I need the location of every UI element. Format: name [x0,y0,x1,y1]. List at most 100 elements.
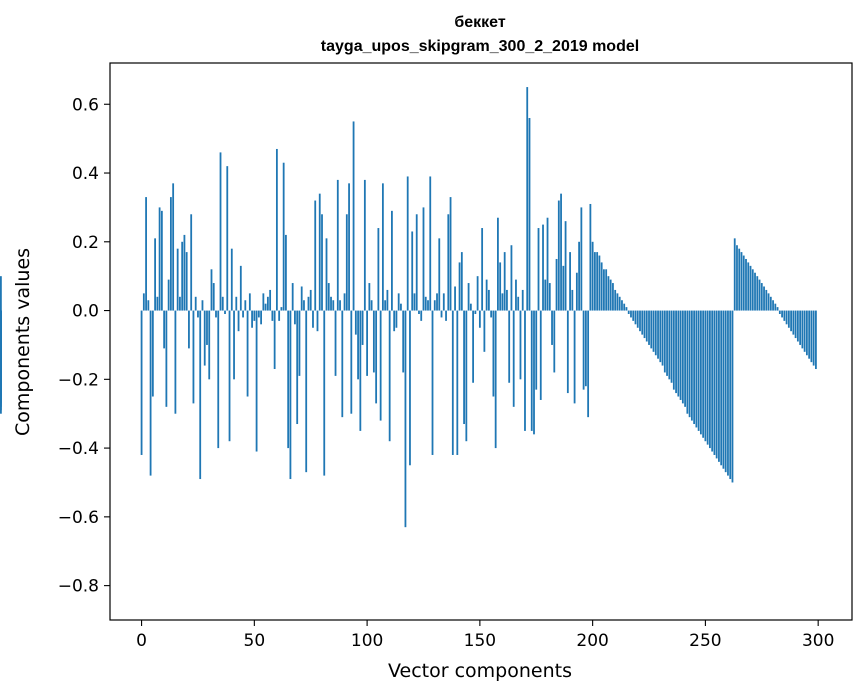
bar [526,87,529,311]
bar [271,310,274,321]
chart-title: беккет [454,14,505,31]
bar [433,300,436,311]
bar [699,310,702,435]
bar [711,310,714,452]
bar [760,283,763,311]
bar [312,310,314,328]
x-axis-ticks: 0 50 100 150 200 250 300 [136,620,834,651]
bar [454,286,456,311]
bar [300,286,303,311]
bar [621,300,623,311]
bar [176,248,179,311]
bar [663,310,666,373]
bar [303,300,305,311]
bar [307,296,310,311]
bar [697,310,700,431]
bar [149,310,152,476]
bar [201,300,204,311]
bar [553,310,556,373]
y-tick-label: 0.6 [72,95,99,115]
bar [492,310,495,397]
y-tick-label: −0.8 [58,577,99,597]
bar [607,276,610,311]
bar [363,179,366,311]
bar [542,224,544,311]
bar [469,303,472,311]
bar [765,289,768,311]
bar [188,310,190,349]
chart-subtitle: tayga_upos_skipgram_300_2_2019 model [321,38,639,55]
bar [305,310,308,473]
bar [379,310,382,421]
bar [325,238,328,311]
bar [481,228,484,311]
bar [370,300,373,311]
y-tick-label: −0.4 [58,439,99,459]
bar [445,310,447,321]
bar [474,310,477,314]
x-tick-label: 50 [244,631,266,651]
bar [618,296,621,311]
bar [395,310,398,328]
bar [237,310,240,332]
bar [185,252,188,311]
bar [215,310,217,318]
bar [294,310,296,325]
bar [494,310,497,449]
bar [718,310,720,462]
bar [499,262,502,311]
bar [282,162,285,311]
bar [625,307,628,311]
bar [197,310,199,318]
bar [334,310,337,376]
bar [208,310,211,380]
bar [327,283,330,311]
bar [424,296,427,311]
bar [467,283,470,311]
bar [262,293,265,311]
bar [555,258,558,311]
bar [758,279,761,311]
bar [465,310,468,442]
bar [219,152,222,311]
bar [206,310,208,345]
bar [463,310,465,425]
bar [483,310,486,352]
bar [226,166,229,311]
bar [551,310,553,345]
bar [675,310,677,394]
y-axis-label: Components values [12,248,34,436]
bar [815,310,817,370]
bar [345,214,348,311]
bar [361,310,364,345]
bar [309,289,312,311]
bar [810,310,813,363]
bar [584,310,587,387]
bar [0,310,2,414]
bar [666,310,668,376]
bar [609,279,612,311]
bar [321,214,323,311]
bar [442,293,445,311]
bar [524,310,526,431]
bar [747,262,750,311]
bar [778,310,781,314]
bar [253,310,256,321]
bar [508,310,511,383]
bar [221,296,224,311]
bar [174,310,177,414]
bar [772,300,774,311]
bar [391,210,393,311]
bar [715,310,718,459]
bar [796,310,799,342]
bar [575,272,578,311]
y-tick-label: −0.2 [58,370,99,390]
bar [654,310,657,356]
bar [316,310,319,332]
bar [147,300,150,311]
bar [650,310,653,349]
bar [517,296,520,311]
bar [544,279,547,311]
bar [801,310,804,349]
